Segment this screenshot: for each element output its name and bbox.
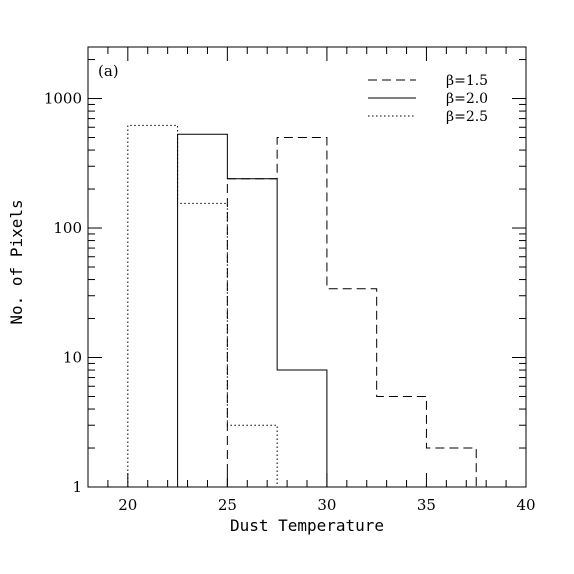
series-layer	[127, 124, 477, 487]
x-tick-label: 40	[516, 496, 535, 514]
x-tick-label: 30	[317, 496, 336, 514]
x-axis-title: Dust Temperature	[230, 516, 384, 535]
tick-labels-layer: 20 25 30 35 40 1 10 100 1000	[44, 90, 536, 514]
y-axis-title: No. of Pixels	[7, 199, 26, 324]
panel-label: (a)	[98, 62, 119, 80]
legend-label-1: β=1.5	[446, 73, 488, 89]
x-tick-label: 25	[218, 496, 237, 514]
x-tick-label: 20	[118, 496, 137, 514]
series-3-histogram	[127, 124, 278, 487]
series-1-histogram	[226, 137, 477, 487]
y-tick-label: 1000	[44, 90, 82, 108]
legend-label-2: β=2.0	[446, 91, 488, 107]
legend-label-3: β=2.5	[446, 109, 488, 125]
x-tick-label: 35	[417, 496, 436, 514]
legend: β=1.5 β=2.0 β=2.5	[368, 73, 488, 125]
y-tick-label: 100	[53, 219, 82, 237]
y-tick-label: 1	[72, 478, 82, 496]
ticks-layer	[87, 47, 527, 488]
series-2-histogram	[177, 133, 328, 487]
y-tick-label: 10	[63, 349, 82, 367]
